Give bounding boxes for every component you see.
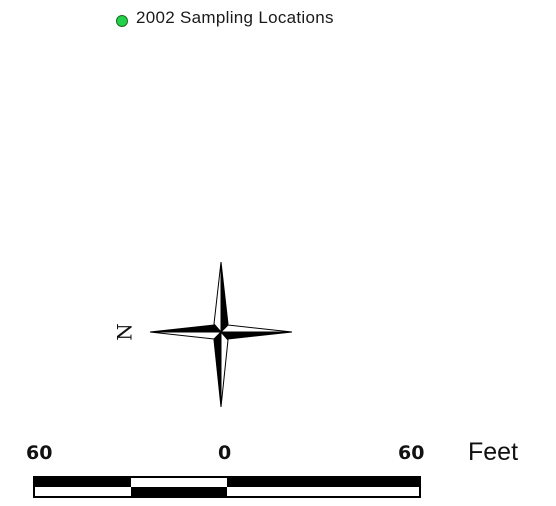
compass-rose-icon bbox=[149, 262, 293, 407]
scale-bar-graphic bbox=[33, 476, 421, 498]
scale-bar: 60 0 60 Feet bbox=[20, 436, 550, 506]
sampling-location-marker-icon bbox=[116, 15, 128, 27]
scale-label-center: 0 bbox=[218, 442, 232, 464]
north-arrow: N bbox=[113, 262, 293, 407]
scale-label-left: 60 bbox=[26, 442, 53, 464]
legend-label: 2002 Sampling Locations bbox=[136, 8, 334, 27]
legend: 2002 Sampling Locations bbox=[116, 6, 334, 30]
scale-unit-label: Feet bbox=[468, 438, 519, 466]
scale-label-right: 60 bbox=[398, 442, 425, 464]
north-label: N bbox=[113, 323, 137, 341]
